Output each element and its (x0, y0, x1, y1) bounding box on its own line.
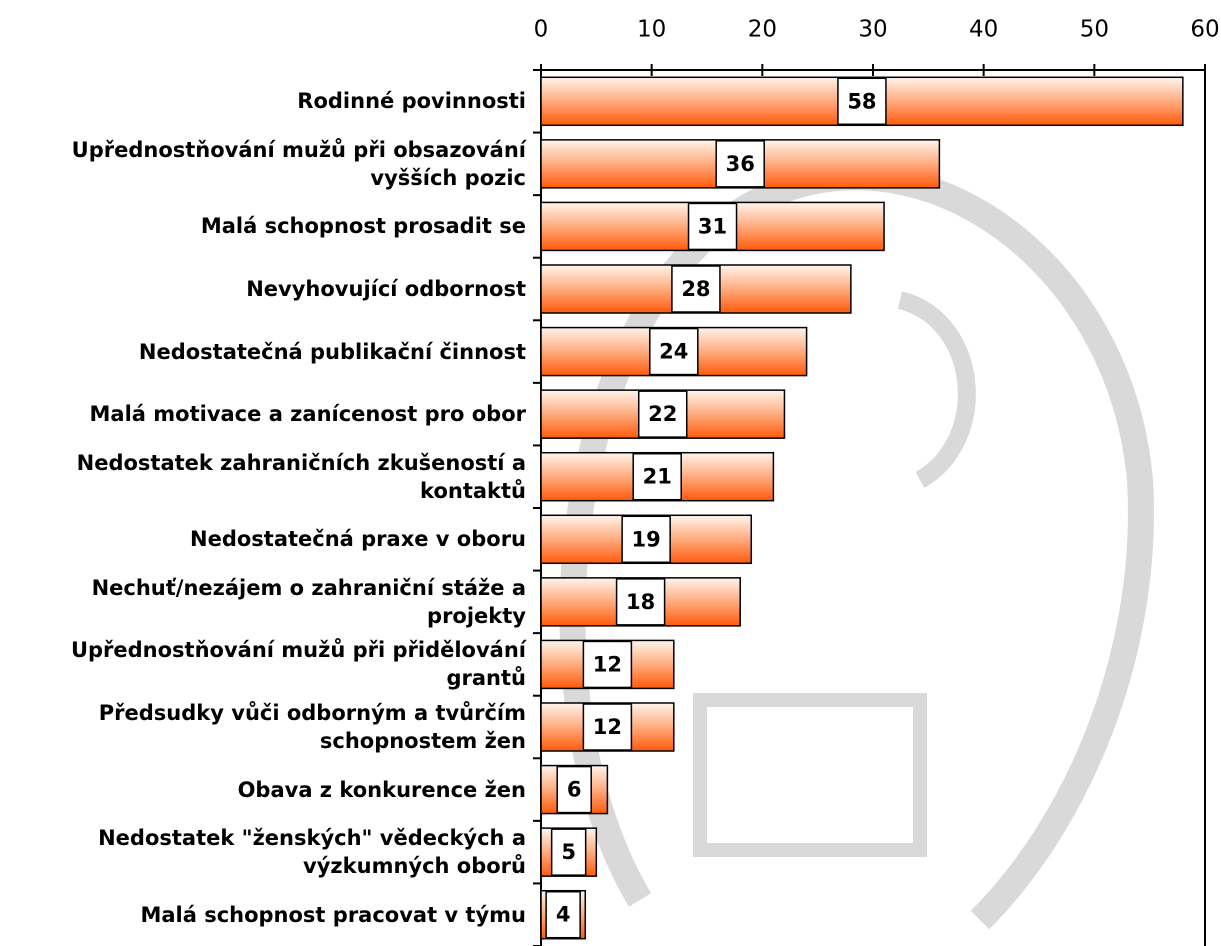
value-label: 12 (593, 652, 622, 676)
y-tick-label: Předsudky vůči odborným a tvůrčím schopn… (6, 696, 526, 759)
value-label: 12 (593, 715, 622, 739)
y-tick-label: Nechuť/nezájem o zahraniční stáže a proj… (6, 571, 526, 634)
value-label: 18 (626, 590, 655, 614)
y-tick-label: Nevyhovující odbornost (6, 258, 526, 321)
y-tick-label: Nedostatečná praxe v oboru (6, 508, 526, 571)
value-label: 58 (847, 89, 876, 113)
y-tick-label: Rodinné povinnosti (6, 70, 526, 133)
x-tick-label: 0 (534, 17, 549, 43)
chart: 0 10 20 30 40 50 60 58 36 31 28 24 22 21 19 18 12 12 6 5 4 R… (0, 0, 1221, 946)
value-label: 21 (643, 465, 672, 489)
value-label: 19 (632, 527, 661, 551)
value-label: 31 (698, 214, 727, 238)
value-label: 6 (567, 778, 582, 802)
x-tick-label: 60 (1190, 17, 1219, 43)
value-label: 5 (561, 840, 576, 864)
x-tick-label: 10 (637, 17, 666, 43)
y-tick-label: Nedostatečná publikační činnost (6, 320, 526, 383)
x-tick-label: 50 (1080, 17, 1109, 43)
x-tick-label: 20 (748, 17, 777, 43)
y-tick-label: Malá schopnost prosadit se (6, 195, 526, 258)
y-tick-label: Upřednostňování mužů při obsazování vyšš… (6, 133, 526, 196)
value-label: 24 (659, 340, 688, 364)
y-tick-label: Nedostatek "ženských" vědeckých a výzkum… (6, 821, 526, 884)
y-tick-label: Upřednostňování mužů při přidělování gra… (6, 633, 526, 696)
value-label: 22 (648, 402, 677, 426)
x-tick-label: 30 (858, 17, 887, 43)
value-label: 4 (556, 903, 571, 927)
x-tick-label: 40 (969, 17, 998, 43)
y-tick-label: Malá motivace a zanícenost pro obor (6, 383, 526, 446)
y-tick-label: Obava z konkurence žen (6, 758, 526, 821)
y-tick-label: Malá schopnost pracovat v týmu (6, 883, 526, 946)
value-label: 36 (726, 152, 755, 176)
value-label: 28 (681, 277, 710, 301)
y-tick-label: Nedostatek zahraničních zkušeností a kon… (6, 445, 526, 508)
